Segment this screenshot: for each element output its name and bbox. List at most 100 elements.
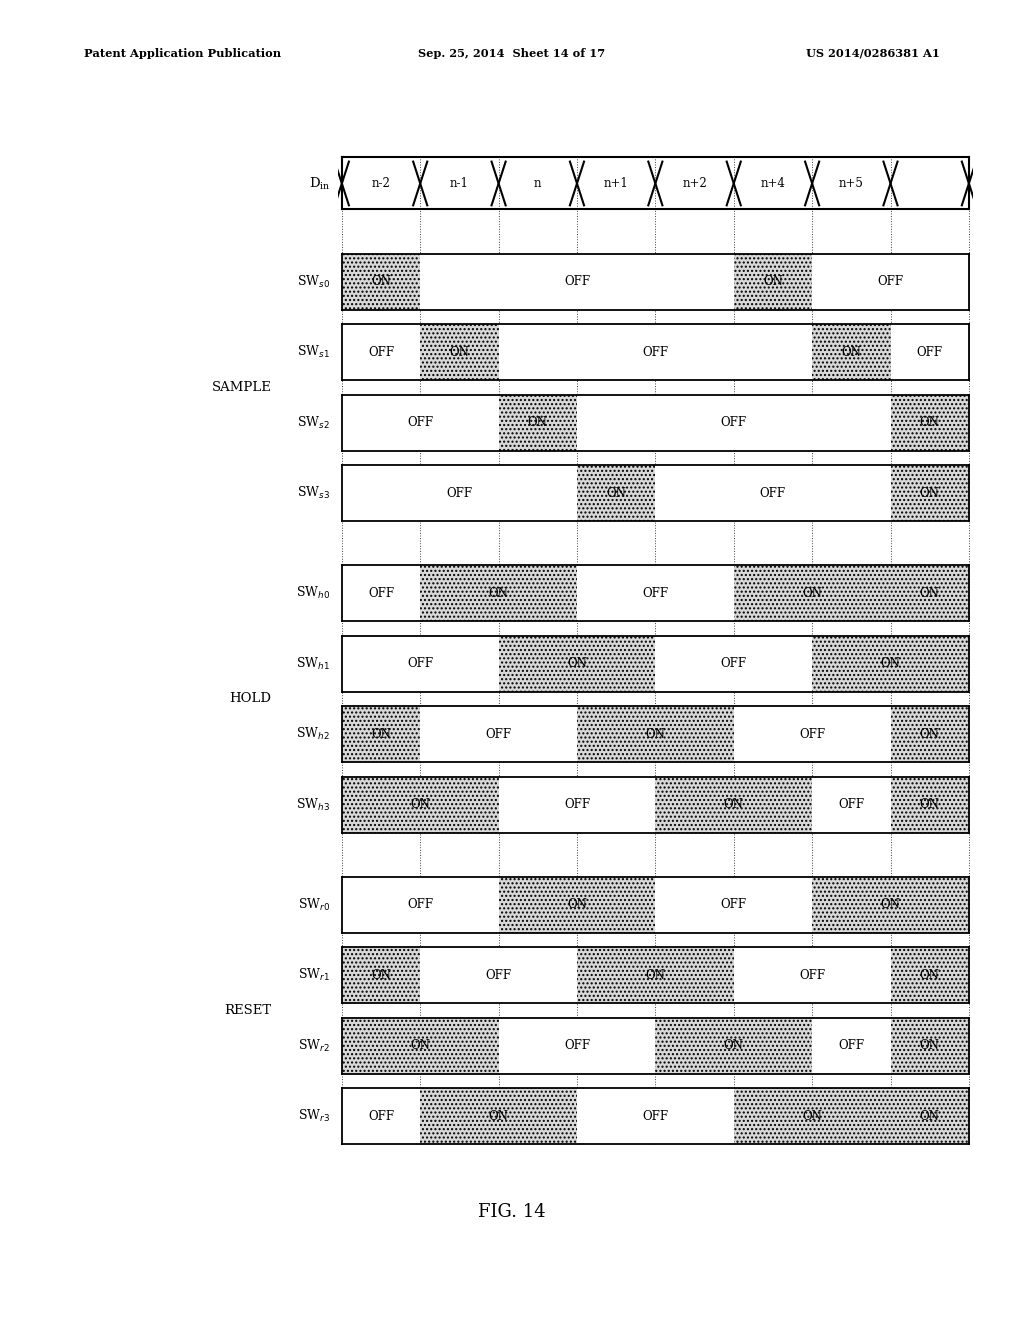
Bar (577, 565, 734, 622)
Bar (499, 776, 655, 833)
Bar (812, 253, 969, 310)
Text: OFF: OFF (564, 275, 590, 288)
Bar (342, 876, 499, 933)
Text: SW$_{h1}$: SW$_{h1}$ (296, 656, 330, 672)
Bar (891, 776, 969, 833)
Text: OFF: OFF (839, 799, 864, 810)
Text: OFF: OFF (760, 487, 786, 499)
Bar (420, 1088, 577, 1144)
Text: SAMPLE: SAMPLE (211, 380, 271, 393)
Bar (891, 1018, 969, 1073)
Text: OFF: OFF (799, 969, 825, 982)
Bar (891, 706, 969, 762)
Bar (734, 253, 812, 310)
Bar (891, 776, 969, 833)
Text: ON: ON (724, 799, 743, 810)
Text: SW$_{h3}$: SW$_{h3}$ (296, 796, 330, 813)
Text: OFF: OFF (564, 1039, 590, 1052)
Text: SW$_{r0}$: SW$_{r0}$ (298, 896, 330, 912)
Bar (891, 1088, 969, 1144)
Bar (342, 323, 420, 380)
Text: ON: ON (488, 1110, 509, 1122)
Text: ON: ON (567, 898, 587, 911)
Text: OFF: OFF (721, 416, 746, 429)
Text: SW$_{s1}$: SW$_{s1}$ (297, 345, 330, 360)
Text: OFF: OFF (721, 898, 746, 911)
Text: SW$_{r1}$: SW$_{r1}$ (298, 968, 330, 983)
Bar (342, 1018, 499, 1073)
Bar (655, 876, 812, 933)
Text: n+2: n+2 (682, 177, 707, 190)
Bar (577, 465, 655, 521)
Text: ON: ON (527, 416, 548, 429)
Text: ON: ON (920, 727, 940, 741)
Text: ON: ON (881, 657, 900, 671)
Bar (342, 253, 420, 310)
Text: ON: ON (802, 1110, 822, 1122)
Bar (891, 465, 969, 521)
Bar (577, 948, 734, 1003)
Bar (734, 706, 891, 762)
Text: OFF: OFF (878, 275, 903, 288)
Text: OFF: OFF (368, 586, 394, 599)
Bar (655, 1018, 812, 1073)
Bar (420, 706, 577, 762)
Bar (812, 323, 891, 380)
Bar (342, 948, 420, 1003)
Bar (655, 636, 812, 692)
Text: ON: ON (920, 487, 940, 499)
Text: OFF: OFF (368, 346, 394, 359)
Text: ON: ON (802, 586, 822, 599)
Bar (812, 876, 969, 933)
Bar (655, 776, 812, 833)
Text: n-2: n-2 (372, 177, 390, 190)
Bar (891, 465, 969, 521)
Text: ON: ON (371, 969, 391, 982)
Text: OFF: OFF (408, 416, 433, 429)
Text: OFF: OFF (485, 969, 512, 982)
Text: OFF: OFF (485, 727, 512, 741)
Bar (342, 948, 420, 1003)
Bar (655, 1018, 812, 1073)
Text: Sep. 25, 2014  Sheet 14 of 17: Sep. 25, 2014 Sheet 14 of 17 (419, 48, 605, 58)
Text: ON: ON (920, 416, 940, 429)
Text: ON: ON (920, 1039, 940, 1052)
Text: OFF: OFF (642, 586, 669, 599)
Bar (342, 253, 420, 310)
Bar (891, 948, 969, 1003)
Bar (499, 876, 655, 933)
Bar (420, 948, 577, 1003)
Bar (812, 776, 891, 833)
Bar (499, 395, 577, 450)
Bar (734, 253, 812, 310)
Bar (342, 395, 499, 450)
Bar (891, 706, 969, 762)
Text: SW$_{s2}$: SW$_{s2}$ (297, 414, 330, 430)
Text: n+4: n+4 (761, 177, 785, 190)
Bar (812, 323, 891, 380)
Bar (499, 876, 655, 933)
Bar (420, 565, 577, 622)
Bar (734, 1088, 891, 1144)
Bar (812, 636, 969, 692)
Text: ON: ON (371, 727, 391, 741)
Bar (734, 565, 891, 622)
Text: SW$_{r3}$: SW$_{r3}$ (298, 1107, 330, 1125)
Bar (499, 636, 655, 692)
Text: n+5: n+5 (839, 177, 864, 190)
Text: OFF: OFF (446, 487, 472, 499)
Bar (342, 776, 499, 833)
Text: SW$_{h2}$: SW$_{h2}$ (296, 726, 330, 742)
Text: ON: ON (763, 275, 783, 288)
Bar (734, 565, 891, 622)
Bar (891, 565, 969, 622)
Bar (420, 1088, 577, 1144)
Text: ON: ON (920, 799, 940, 810)
Text: OFF: OFF (721, 657, 746, 671)
Bar (577, 395, 891, 450)
Bar (891, 323, 969, 380)
Bar (342, 1088, 420, 1144)
Bar (342, 565, 420, 622)
Text: OFF: OFF (368, 1110, 394, 1122)
Bar (891, 395, 969, 450)
